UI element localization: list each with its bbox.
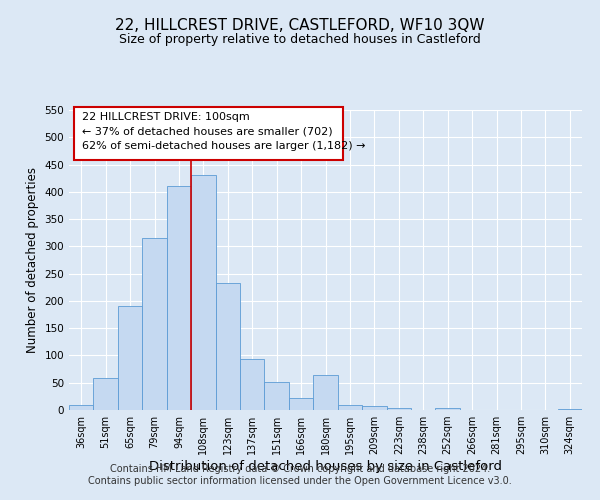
Text: Size of property relative to detached houses in Castleford: Size of property relative to detached ho… [119,32,481,46]
Text: Contains HM Land Registry data © Crown copyright and database right 2024.: Contains HM Land Registry data © Crown c… [110,464,490,474]
FancyBboxPatch shape [74,107,343,160]
Text: 22 HILLCREST DRIVE: 100sqm
← 37% of detached houses are smaller (702)
62% of sem: 22 HILLCREST DRIVE: 100sqm ← 37% of deta… [82,112,365,151]
Text: 22, HILLCREST DRIVE, CASTLEFORD, WF10 3QW: 22, HILLCREST DRIVE, CASTLEFORD, WF10 3Q… [115,18,485,32]
Bar [191,176,215,410]
Bar [69,404,94,410]
Bar [94,378,118,410]
Y-axis label: Number of detached properties: Number of detached properties [26,167,39,353]
Bar [142,238,167,410]
Bar [240,360,265,410]
Bar [362,406,386,410]
Bar [557,409,582,410]
Bar [265,382,289,410]
Bar [289,398,313,410]
Bar [386,408,411,410]
Bar [215,283,240,410]
Bar [338,405,362,410]
Bar [436,408,460,410]
Bar [313,374,338,410]
Bar [167,186,191,410]
X-axis label: Distribution of detached houses by size in Castleford: Distribution of detached houses by size … [149,460,502,473]
Text: Contains public sector information licensed under the Open Government Licence v3: Contains public sector information licen… [88,476,512,486]
Bar [118,306,142,410]
